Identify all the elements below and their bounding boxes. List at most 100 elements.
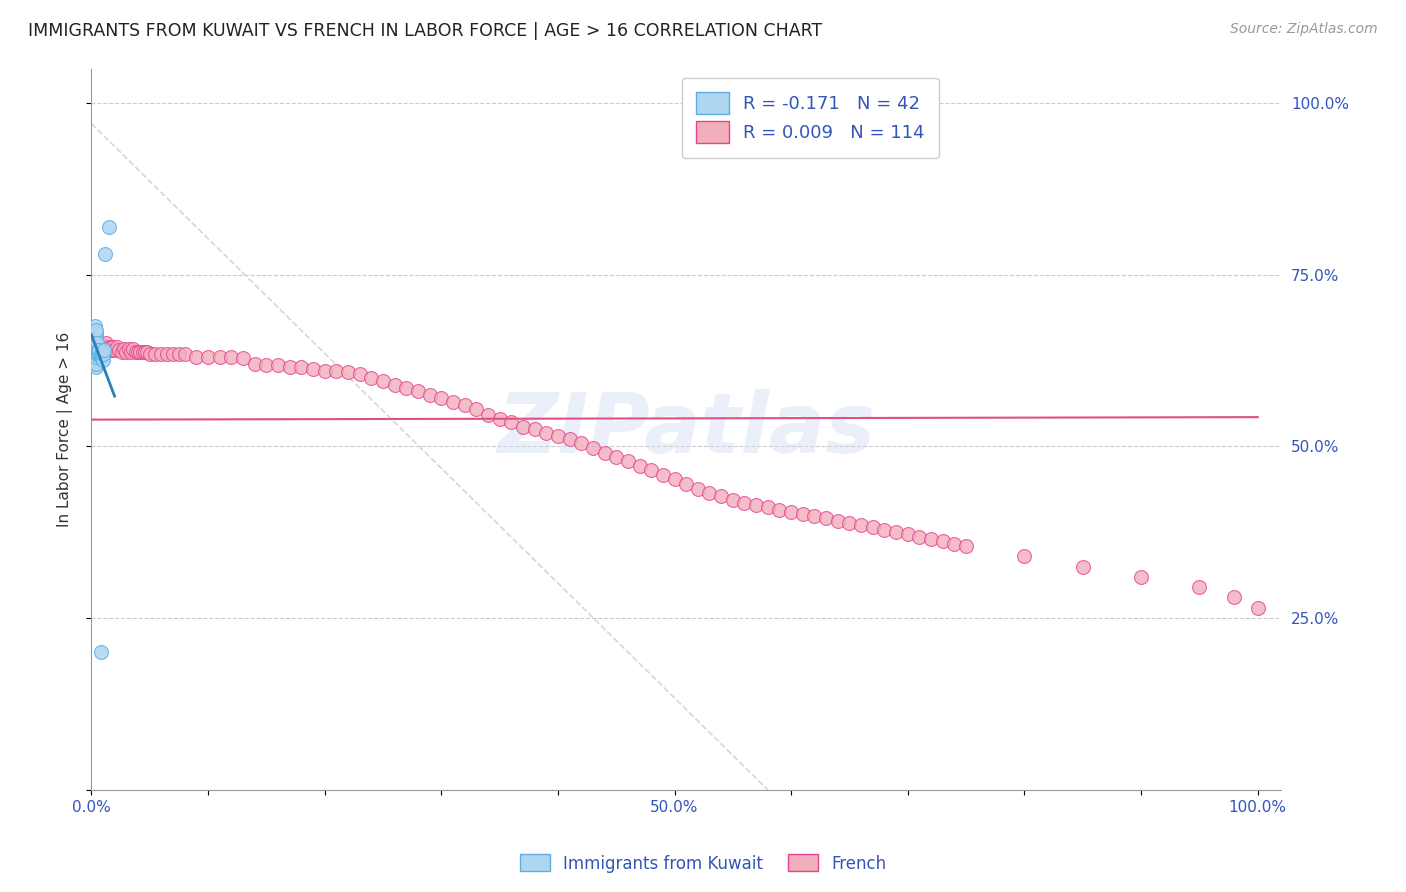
Point bbox=[86, 340, 108, 354]
Point bbox=[406, 384, 429, 399]
Point bbox=[91, 340, 114, 354]
Point bbox=[815, 511, 838, 525]
Point bbox=[1247, 600, 1270, 615]
Point bbox=[208, 350, 231, 364]
Point bbox=[314, 364, 336, 378]
Point bbox=[90, 346, 112, 360]
Point bbox=[710, 489, 733, 503]
Point bbox=[156, 346, 179, 360]
Point bbox=[897, 527, 920, 541]
Point bbox=[721, 492, 744, 507]
Point bbox=[103, 340, 125, 354]
Point bbox=[122, 342, 145, 356]
Point bbox=[97, 343, 120, 358]
Point bbox=[103, 343, 125, 358]
Point bbox=[675, 477, 697, 491]
Point bbox=[145, 346, 167, 360]
Y-axis label: In Labor Force | Age > 16: In Labor Force | Age > 16 bbox=[58, 332, 73, 527]
Point bbox=[441, 394, 464, 409]
Point bbox=[534, 425, 557, 440]
Legend: R = -0.171   N = 42, R = 0.009   N = 114: R = -0.171 N = 42, R = 0.009 N = 114 bbox=[682, 78, 939, 158]
Point bbox=[84, 333, 107, 347]
Point bbox=[90, 346, 112, 360]
Point bbox=[96, 336, 118, 351]
Point bbox=[278, 360, 301, 375]
Point bbox=[89, 343, 111, 358]
Point bbox=[628, 458, 651, 473]
Point bbox=[162, 346, 184, 360]
Point bbox=[89, 346, 111, 360]
Point bbox=[593, 446, 616, 460]
Point bbox=[83, 333, 105, 347]
Point bbox=[83, 357, 105, 371]
Point bbox=[686, 482, 709, 496]
Point bbox=[465, 401, 488, 416]
Point bbox=[101, 343, 124, 358]
Point bbox=[129, 344, 152, 359]
Point bbox=[523, 422, 546, 436]
Point bbox=[89, 336, 111, 351]
Point bbox=[254, 359, 277, 373]
Point bbox=[84, 340, 107, 354]
Point bbox=[86, 336, 108, 351]
Text: ZIPatlas: ZIPatlas bbox=[498, 389, 875, 470]
Point bbox=[768, 502, 790, 516]
Point bbox=[83, 336, 105, 351]
Point bbox=[105, 340, 128, 354]
Point bbox=[173, 346, 195, 360]
Point bbox=[84, 350, 107, 364]
Point bbox=[94, 247, 117, 261]
Point bbox=[849, 518, 872, 533]
Point bbox=[1223, 591, 1246, 605]
Point bbox=[243, 357, 266, 371]
Point bbox=[83, 336, 105, 351]
Point bbox=[87, 340, 110, 354]
Point bbox=[558, 433, 581, 447]
Text: Source: ZipAtlas.com: Source: ZipAtlas.com bbox=[1230, 22, 1378, 37]
Point bbox=[90, 343, 112, 358]
Point bbox=[115, 344, 138, 359]
Point bbox=[501, 415, 523, 429]
Point bbox=[83, 350, 105, 364]
Legend: Immigrants from Kuwait, French: Immigrants from Kuwait, French bbox=[513, 847, 893, 880]
Point bbox=[110, 344, 132, 359]
Point bbox=[82, 343, 104, 358]
Point bbox=[84, 322, 107, 336]
Point bbox=[138, 346, 160, 360]
Point bbox=[838, 516, 860, 531]
Point bbox=[91, 353, 114, 368]
Point bbox=[131, 344, 153, 359]
Point bbox=[477, 409, 499, 423]
Point bbox=[267, 359, 290, 373]
Point bbox=[605, 450, 627, 464]
Point bbox=[232, 351, 254, 366]
Point bbox=[93, 343, 115, 358]
Point bbox=[908, 530, 931, 544]
Point bbox=[90, 350, 112, 364]
Point bbox=[91, 346, 114, 360]
Point bbox=[86, 343, 108, 358]
Point bbox=[371, 374, 394, 388]
Point bbox=[98, 343, 121, 358]
Point bbox=[360, 370, 382, 384]
Point bbox=[325, 364, 347, 378]
Point bbox=[83, 346, 105, 360]
Point bbox=[124, 344, 146, 359]
Point bbox=[488, 412, 510, 426]
Point bbox=[827, 514, 849, 528]
Point bbox=[640, 463, 662, 477]
Point bbox=[84, 343, 107, 358]
Point bbox=[792, 507, 814, 521]
Point bbox=[84, 329, 107, 343]
Point bbox=[932, 534, 955, 549]
Point bbox=[780, 505, 803, 519]
Point bbox=[873, 523, 896, 537]
Point bbox=[108, 343, 131, 358]
Point bbox=[83, 353, 105, 368]
Point bbox=[84, 340, 107, 354]
Point bbox=[1014, 549, 1036, 564]
Point bbox=[186, 350, 208, 364]
Point bbox=[862, 520, 884, 534]
Point bbox=[93, 343, 115, 358]
Point bbox=[83, 340, 105, 354]
